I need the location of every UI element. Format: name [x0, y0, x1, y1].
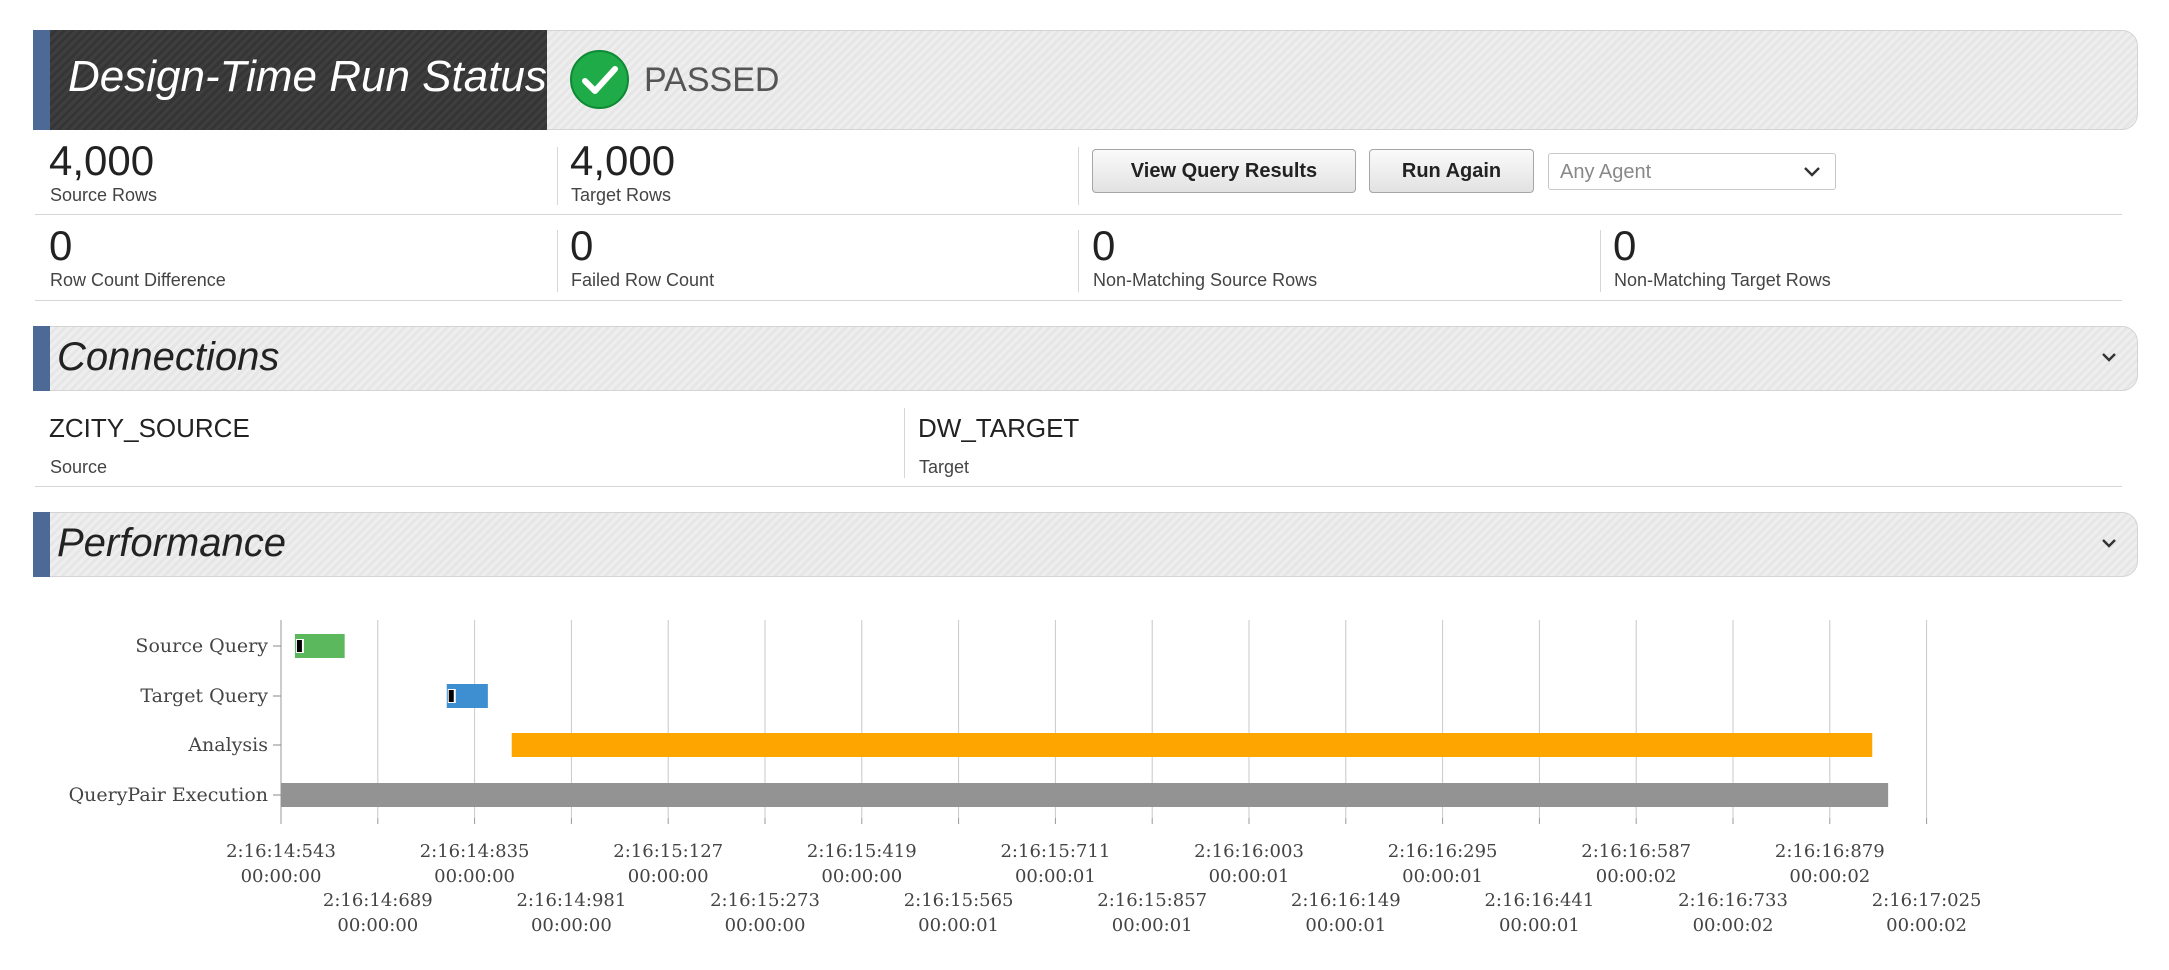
x-tick-label-elapsed: 00:00:00 — [434, 866, 515, 887]
source-rows-value: 4,000 — [49, 137, 155, 184]
x-tick-label-elapsed: 00:00:00 — [337, 915, 418, 936]
task-marker — [296, 640, 302, 652]
x-tick-label-time: 2:16:16:587 — [1581, 841, 1691, 862]
failed-row-count-label: Failed Row Count — [571, 270, 715, 290]
x-tick-label-elapsed: 00:00:01 — [1015, 866, 1096, 887]
target-connection-name: DW_TARGET — [918, 413, 1080, 443]
divider — [904, 408, 905, 478]
non-matching-target-rows-label: Non-Matching Target Rows — [1614, 270, 1831, 290]
agent-select-value: Any Agent — [1560, 161, 1652, 183]
run-again-button[interactable]: Run Again — [1369, 149, 1534, 193]
failed-row-count-value: 0 — [570, 222, 594, 269]
divider — [557, 147, 558, 205]
connections-header[interactable] — [33, 326, 2138, 391]
target-rows-label: Target Rows — [571, 185, 672, 205]
chevron-down-icon[interactable] — [2100, 537, 2118, 549]
divider — [35, 300, 2122, 301]
x-tick-label-elapsed: 00:00:00 — [241, 866, 322, 887]
x-tick-label-time: 2:16:16:003 — [1194, 841, 1304, 862]
status-result: PASSED — [644, 61, 780, 99]
status-accent-bar — [33, 30, 50, 130]
task-label: Analysis — [187, 734, 268, 756]
x-tick-label-time: 2:16:14:835 — [420, 841, 530, 862]
x-tick-label-time: 2:16:15:127 — [613, 841, 723, 862]
x-tick-label-time: 2:16:14:981 — [516, 890, 626, 911]
x-tick-label-time: 2:16:16:295 — [1388, 841, 1498, 862]
x-tick-label-elapsed: 00:00:00 — [628, 866, 709, 887]
status-title-background — [50, 30, 547, 130]
x-tick-label-elapsed: 00:00:00 — [531, 915, 612, 936]
divider — [1078, 147, 1079, 205]
performance-accent-bar — [33, 512, 50, 577]
x-tick-label-time: 2:16:15:273 — [710, 890, 820, 911]
x-tick-label-time: 2:16:16:441 — [1484, 890, 1594, 911]
x-tick-label-elapsed: 00:00:01 — [1112, 915, 1193, 936]
source-rows-label: Source Rows — [50, 185, 158, 205]
divider — [1600, 230, 1601, 292]
chevron-down-icon[interactable] — [2100, 351, 2118, 363]
x-tick-label-time: 2:16:15:419 — [807, 841, 917, 862]
x-tick-label-elapsed: 00:00:00 — [821, 866, 902, 887]
task-label: Source Query — [135, 635, 268, 657]
x-tick-label-elapsed: 00:00:01 — [1209, 866, 1290, 887]
x-tick-label-elapsed: 00:00:01 — [918, 915, 999, 936]
x-tick-label-elapsed: 00:00:01 — [1402, 866, 1483, 887]
target-connection-label: Target — [919, 457, 970, 477]
source-connection-label: Source — [50, 457, 108, 477]
non-matching-source-rows-value: 0 — [1092, 222, 1116, 269]
divider — [35, 214, 2122, 215]
x-tick-label-elapsed: 00:00:01 — [1305, 915, 1386, 936]
divider — [557, 230, 558, 292]
non-matching-target-rows-value: 0 — [1613, 222, 1637, 269]
x-tick-label-time: 2:16:16:733 — [1678, 890, 1788, 911]
x-tick-label-elapsed: 00:00:02 — [1886, 915, 1967, 936]
x-tick-label-elapsed: 00:00:02 — [1693, 915, 1774, 936]
performance-header[interactable] — [33, 512, 2138, 577]
x-tick-label-time: 2:16:15:857 — [1097, 890, 1207, 911]
row-count-difference-value: 0 — [49, 222, 73, 269]
agent-select[interactable]: Any Agent — [1548, 153, 1836, 190]
source-connection-name: ZCITY_SOURCE — [49, 413, 250, 443]
divider — [35, 486, 2122, 487]
connections-accent-bar — [33, 326, 50, 391]
view-query-results-button[interactable]: View Query Results — [1092, 149, 1356, 193]
x-tick-label-elapsed: 00:00:02 — [1596, 866, 1677, 887]
x-tick-label-time: 2:16:15:565 — [904, 890, 1014, 911]
x-tick-label-elapsed: 00:00:00 — [725, 915, 806, 936]
x-tick-label-elapsed: 00:00:02 — [1789, 866, 1870, 887]
target-rows-value: 4,000 — [570, 137, 676, 184]
x-tick-label-time: 2:16:14:689 — [323, 890, 433, 911]
x-tick-label-time: 2:16:17:025 — [1872, 890, 1982, 911]
status-title: Design-Time Run Status — [68, 52, 547, 101]
task-bar — [281, 783, 1889, 807]
task-label: Target Query — [140, 685, 268, 707]
x-tick-label-time: 2:16:14:543 — [226, 841, 336, 862]
task-label: QueryPair Execution — [69, 784, 268, 806]
divider — [1078, 230, 1079, 292]
performance-title: Performance — [57, 521, 286, 565]
x-tick-label-time: 2:16:15:711 — [1000, 841, 1110, 862]
non-matching-source-rows-label: Non-Matching Source Rows — [1093, 270, 1318, 290]
check-circle-icon — [570, 50, 629, 109]
x-tick-label-time: 2:16:16:149 — [1291, 890, 1401, 911]
x-tick-label-time: 2:16:16:879 — [1775, 841, 1885, 862]
row-count-difference-label: Row Count Difference — [50, 270, 226, 290]
chevron-down-icon — [1804, 167, 1820, 177]
connections-title: Connections — [57, 335, 280, 379]
task-marker — [448, 690, 454, 702]
x-tick-label-elapsed: 00:00:01 — [1499, 915, 1580, 936]
task-bar — [511, 733, 1873, 757]
